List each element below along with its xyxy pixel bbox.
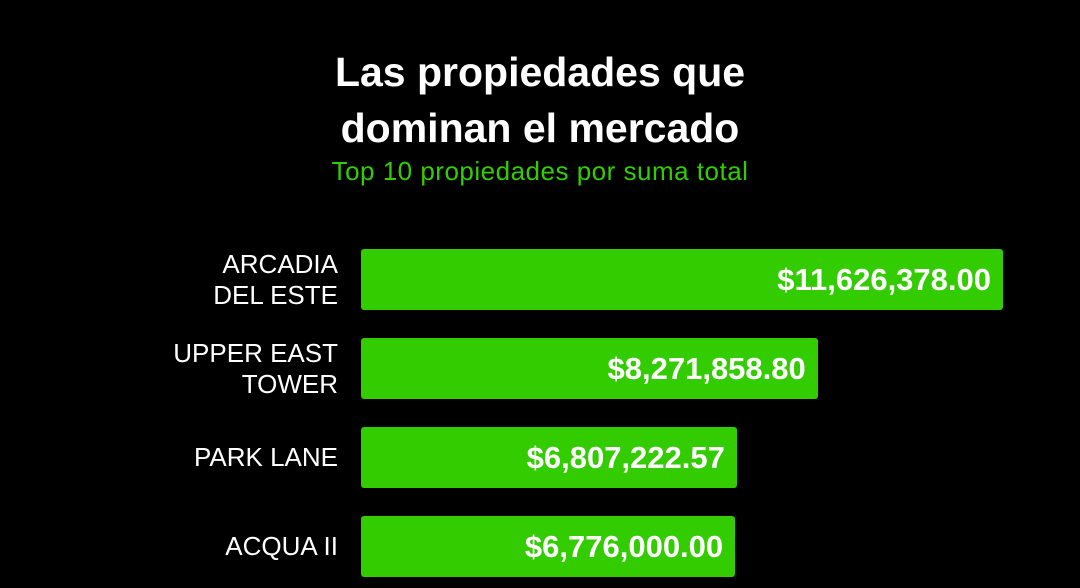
category-label: ARCADIA DEL ESTE	[213, 248, 338, 310]
category-label: UPPER EAST TOWER	[173, 337, 338, 399]
chart-title: Las propiedades que dominan el mercado	[334, 49, 746, 151]
data-label: $6,776,000.00	[524, 528, 724, 564]
chart-subtitle: Top 10 propiedades por suma total	[331, 156, 749, 186]
bar: $6,807,222.57	[361, 427, 737, 488]
bar-row: UPPER EAST TOWER $8,271,858.80	[0, 338, 1080, 399]
bar-row: ARCADIA DEL ESTE $11,626,378.00	[0, 249, 1080, 310]
bar: $6,776,000.00	[361, 516, 736, 577]
bar-row: ACQUA II $6,776,000.00	[0, 516, 1080, 577]
data-label: $11,626,378.00	[777, 261, 991, 297]
category-label: PARK LANE	[193, 442, 338, 472]
bar-row: PARK LANE $6,807,222.57	[0, 427, 1080, 488]
bar: $11,626,378.00	[361, 249, 1003, 310]
category-label: ACQUA II	[225, 531, 338, 561]
data-label: $6,807,222.57	[526, 439, 725, 475]
data-label: $8,271,858.80	[607, 350, 806, 386]
bar: $8,271,858.80	[361, 338, 818, 399]
